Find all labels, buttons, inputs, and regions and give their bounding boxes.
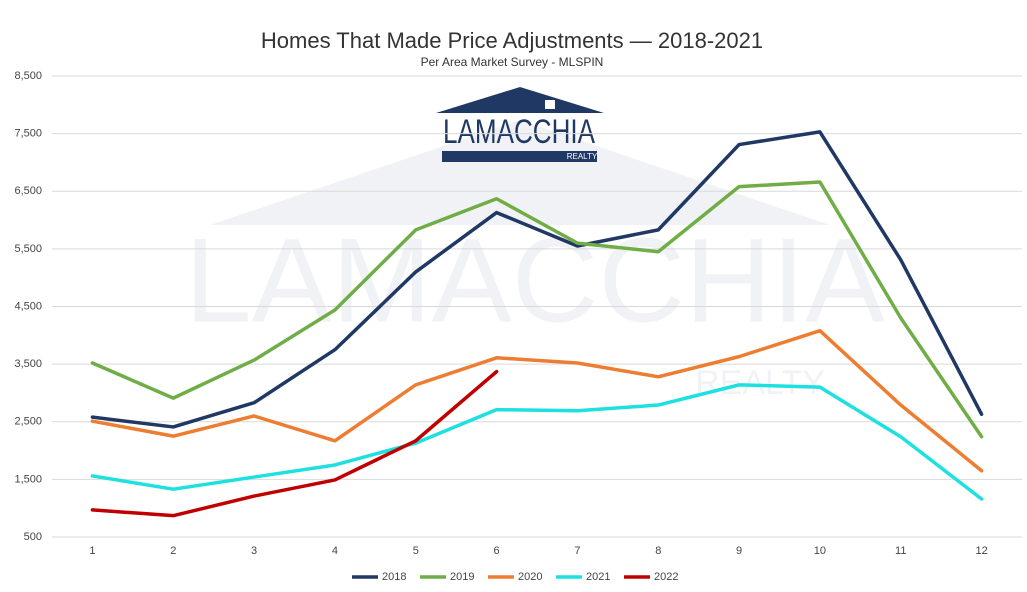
legend-label: 2019 (450, 571, 474, 583)
watermark: LAMACCHIA REALTY (185, 120, 885, 402)
legend-label: 2021 (586, 571, 610, 583)
y-tick-label: 1,500 (14, 473, 42, 485)
x-tick-label: 8 (655, 545, 661, 557)
y-tick-label: 7,500 (14, 128, 42, 140)
logo-tagline: REALTY (567, 152, 598, 161)
chart-title: Homes That Made Price Adjustments — 2018… (261, 28, 763, 53)
x-tick-label: 3 (251, 545, 257, 557)
logo: LAMACCHIA REALTY (436, 87, 604, 162)
x-tick-label: 11 (895, 545, 906, 557)
line-2019 (90, 180, 984, 439)
watermark-tagline: REALTY (695, 364, 825, 402)
line-2020 (90, 328, 984, 473)
chart-subtitle: Per Area Market Survey - MLSPIN (421, 55, 604, 69)
legend-label: 2022 (654, 571, 678, 583)
logo-roof (436, 87, 604, 113)
x-tick-label: 1 (89, 545, 95, 557)
logo-name: LAMACCHIA (443, 113, 595, 151)
x-tick-label: 9 (736, 545, 742, 557)
y-tick-label: 4,500 (14, 300, 42, 312)
logo-window (545, 100, 555, 109)
legend-label: 2020 (518, 571, 542, 583)
logo-bar (442, 151, 597, 162)
legend-label: 2018 (382, 571, 406, 583)
y-tick-label: 5,500 (14, 243, 42, 255)
x-tick-label: 4 (332, 545, 338, 557)
watermark-text: LAMACCHIA (185, 214, 885, 348)
x-tick-label: 6 (494, 545, 500, 557)
y-tick-label: 500 (24, 531, 42, 543)
y-tick-label: 6,500 (14, 185, 42, 197)
y-tick-label: 2,500 (14, 416, 42, 428)
watermark-roof (210, 120, 830, 225)
x-tick-label: 5 (413, 545, 419, 557)
line-2021 (90, 383, 984, 501)
x-tick-label: 7 (574, 545, 580, 557)
x-tick-label: 10 (814, 545, 826, 557)
y-tick-label: 3,500 (14, 358, 42, 370)
y-tick-label: 8,500 (14, 70, 42, 82)
line-2018 (90, 130, 984, 429)
line-2022 (90, 369, 499, 518)
x-tick-label: 12 (975, 545, 987, 557)
x-tick-label: 2 (170, 545, 176, 557)
